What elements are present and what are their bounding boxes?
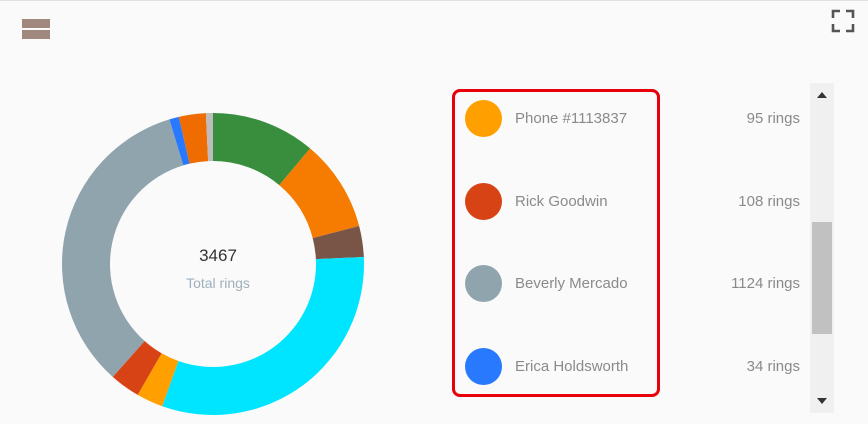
total-value: 3467 (199, 246, 237, 265)
legend-item[interactable]: Beverly Mercado (0, 265, 628, 305)
legend-color-dot (465, 100, 502, 137)
legend-item-value: 1124 rings (731, 275, 800, 292)
legend-item-name: Beverly Mercado (515, 275, 628, 292)
donut-slice-10[interactable] (205, 113, 213, 162)
fullscreen-icon[interactable] (831, 9, 855, 33)
top-divider (0, 0, 868, 1)
donut-slice-3[interactable] (312, 225, 364, 260)
donut-slice-2[interactable] (279, 148, 360, 239)
legend-item[interactable]: Erica Holdsworth (0, 348, 628, 388)
donut-slice-5[interactable] (137, 353, 179, 407)
donut-slice-4[interactable] (162, 256, 364, 415)
legend-item-value: 108 rings (738, 193, 800, 210)
total-label: Total rings (186, 275, 250, 291)
scrollbar-thumb[interactable] (812, 222, 832, 334)
legend-item[interactable]: Rick Goodwin (0, 183, 608, 223)
legend-color-dot (465, 265, 502, 302)
donut-chart (62, 113, 364, 415)
donut-slice-6[interactable] (112, 341, 162, 395)
donut-slice-8[interactable] (169, 116, 190, 166)
arrow-up-icon[interactable] (810, 87, 834, 103)
donut-slice-7[interactable] (62, 119, 184, 377)
legend-item[interactable]: Phone #1113837 (0, 100, 627, 140)
menu-icon[interactable] (22, 19, 50, 40)
arrow-down-icon[interactable] (810, 393, 834, 409)
legend-item-name: Erica Holdsworth (515, 358, 629, 375)
legend-scrollbar[interactable] (810, 83, 834, 413)
legend-item-name: Phone #1113837 (515, 110, 628, 127)
donut-slice-1[interactable] (213, 113, 311, 186)
legend-color-dot (465, 183, 502, 220)
donut-slice-9[interactable] (178, 113, 209, 164)
legend-item-name: Rick Goodwin (515, 193, 608, 210)
legend-item-value: 95 rings (746, 110, 800, 127)
legend-item-value: 34 rings (746, 358, 800, 375)
legend-color-dot (465, 348, 502, 385)
legend-highlight-box (452, 89, 660, 397)
